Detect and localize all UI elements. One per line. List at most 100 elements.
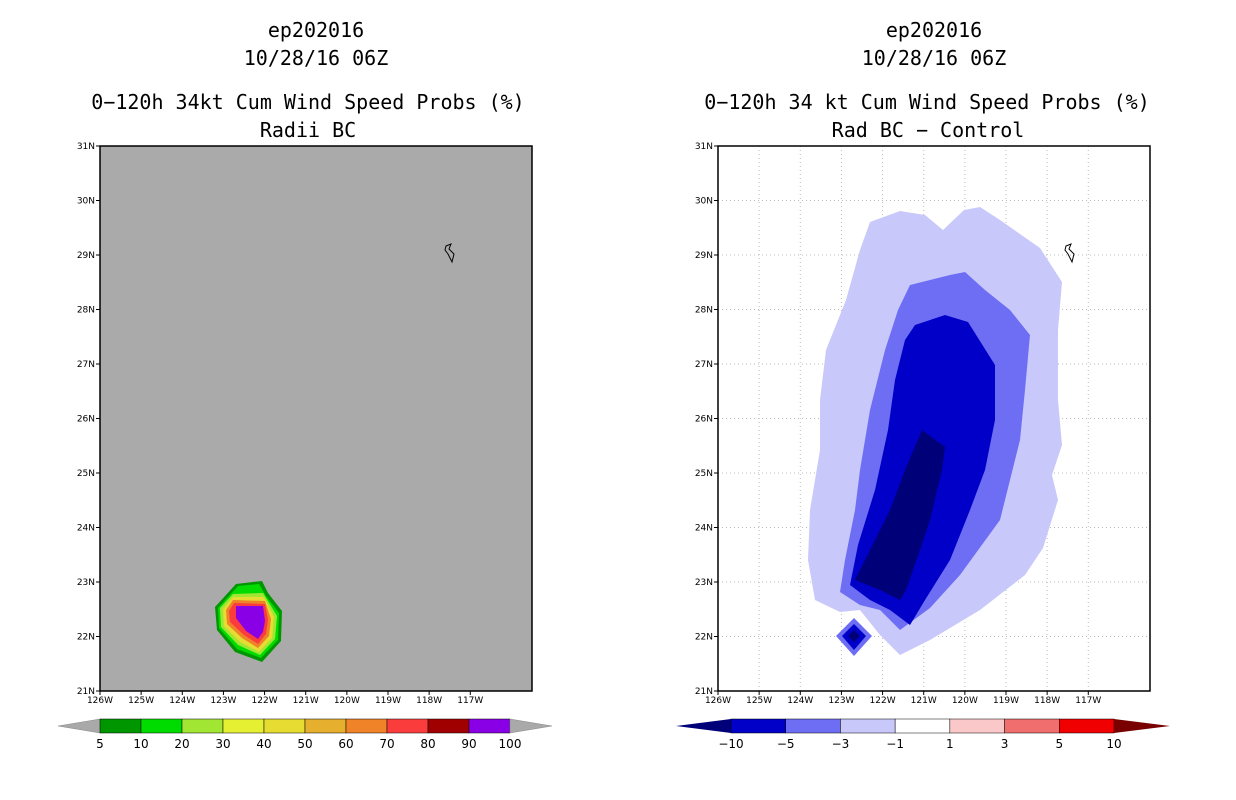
left-colorbar-swatch xyxy=(181,718,224,734)
right-lon-label: 122W xyxy=(870,696,896,706)
right-island-outline xyxy=(1064,243,1075,264)
left-lon-label: 118W xyxy=(416,696,442,706)
left-lon-label: 121W xyxy=(293,696,319,706)
left-lon-label: 120W xyxy=(334,696,360,706)
right-colorbar-label: 1 xyxy=(946,737,954,751)
right-lon-label: 126W xyxy=(705,696,731,706)
left-lat-label: 23N xyxy=(77,578,95,588)
left-lat-label: 28N xyxy=(77,306,95,316)
left-colorbar-swatch xyxy=(304,718,347,734)
left-lat-label: 31N xyxy=(77,142,95,152)
left-lon-label: 117W xyxy=(457,696,483,706)
right-title-date: 10/28/16 06Z xyxy=(861,46,1007,70)
right-colorbar-swatch xyxy=(785,718,841,734)
left-colorbar-swatch xyxy=(222,718,265,734)
right-lat-label: 21N xyxy=(695,687,713,697)
right-colorbar-label: −3 xyxy=(832,737,850,751)
right-colorbar-high-arrow xyxy=(1114,719,1170,733)
left-colorbar-swatch xyxy=(468,718,511,734)
left-title-subtitle: Radii BC xyxy=(259,118,357,142)
left-colorbar-label: 30 xyxy=(215,737,230,751)
left-lon-label: 119W xyxy=(375,696,401,706)
right-colorbar-label: −1 xyxy=(886,737,904,751)
right-lat-label: 29N xyxy=(695,251,713,261)
right-lon-label: 121W xyxy=(911,696,937,706)
right-title-product: 0−120h 34 kt Cum Wind Speed Probs (%) xyxy=(704,90,1150,114)
left-colorbar-label: 50 xyxy=(297,737,312,751)
left-lat-label: 27N xyxy=(77,360,95,370)
left-lon-axis: 126W 125W 124W 123W 122W 121W 120W 119W 118W 117W xyxy=(87,691,483,706)
right-colorbar-label: 5 xyxy=(1055,737,1063,751)
left-title-date: 10/28/16 06Z xyxy=(243,46,389,70)
left-colorbar-label: 5 xyxy=(96,737,104,751)
left-colorbar-low-arrow xyxy=(57,718,101,734)
right-colorbar-label: 3 xyxy=(1001,737,1009,751)
left-colorbar-label: 90 xyxy=(461,737,476,751)
right-colorbar-label: −5 xyxy=(777,737,795,751)
right-lat-label: 27N xyxy=(695,360,713,370)
left-colorbar-swatch xyxy=(345,718,388,734)
left-island-outline xyxy=(444,243,455,264)
right-lat-axis: 31N 30N 29N 28N 27N 26N 25N 24N 23N 22N 21N xyxy=(695,142,718,697)
left-lon-label: 126W xyxy=(87,696,113,706)
right-title-subtitle: Rad BC − Control xyxy=(831,118,1025,142)
left-colorbar-label: 10 xyxy=(133,737,148,751)
left-lat-label: 26N xyxy=(77,415,95,425)
left-lon-label: 123W xyxy=(210,696,236,706)
left-colorbar: 5 10 20 30 40 50 60 70 80 90 100 xyxy=(57,718,553,751)
left-colorbar-swatch xyxy=(99,718,142,734)
right-diff-small-neg10 xyxy=(848,630,860,642)
left-lat-label: 25N xyxy=(77,469,95,479)
left-colorbar-high-arrow xyxy=(509,718,553,734)
left-lat-label: 24N xyxy=(77,524,95,534)
left-lat-axis: 31N 30N 29N 28N 27N 26N 25N 24N 23N 22N 21N xyxy=(77,142,100,697)
right-lon-axis: 126W 125W 124W 123W 122W 121W 120W 119W 118W 117W xyxy=(705,691,1101,706)
left-colorbar-swatch xyxy=(386,718,429,734)
right-lat-label: 30N xyxy=(695,197,713,207)
right-colorbar-swatch xyxy=(1004,718,1060,734)
left-colorbar-label: 40 xyxy=(256,737,271,751)
right-lat-label: 28N xyxy=(695,306,713,316)
right-colorbar-swatch xyxy=(894,718,951,734)
right-lon-label: 119W xyxy=(993,696,1019,706)
right-colorbar: −10 −5 −3 −1 1 3 5 10 xyxy=(676,718,1170,751)
left-lat-label: 22N xyxy=(77,633,95,643)
left-title-storm: ep202016 xyxy=(267,18,365,42)
left-colorbar-label: 70 xyxy=(379,737,394,751)
left-lat-label: 29N xyxy=(77,251,95,261)
left-lon-label: 124W xyxy=(169,696,195,706)
right-lat-label: 31N xyxy=(695,142,713,152)
right-colorbar-swatch xyxy=(840,718,896,734)
left-prob-100 xyxy=(236,606,265,639)
left-colorbar-label: 60 xyxy=(338,737,353,751)
right-lon-label: 117W xyxy=(1075,696,1101,706)
left-lon-label: 122W xyxy=(252,696,278,706)
right-lat-label: 22N xyxy=(695,633,713,643)
left-colorbar-label: 20 xyxy=(174,737,189,751)
right-title-storm: ep202016 xyxy=(885,18,983,42)
left-colorbar-label: 80 xyxy=(420,737,435,751)
right-diff-neg10 xyxy=(855,430,945,600)
right-colorbar-label: −10 xyxy=(718,737,743,751)
left-lat-label: 21N xyxy=(77,687,95,697)
right-lon-label: 124W xyxy=(787,696,813,706)
right-lon-label: 118W xyxy=(1034,696,1060,706)
right-lat-label: 25N xyxy=(695,469,713,479)
right-lon-label: 120W xyxy=(952,696,978,706)
right-lat-label: 23N xyxy=(695,578,713,588)
right-lon-label: 123W xyxy=(828,696,854,706)
left-lat-label: 30N xyxy=(77,197,95,207)
right-colorbar-swatch xyxy=(1059,718,1115,734)
right-colorbar-swatch xyxy=(949,718,1005,734)
left-colorbar-label: 100 xyxy=(499,737,522,751)
right-lon-label: 125W xyxy=(746,696,772,706)
left-map-field xyxy=(100,146,532,691)
left-title-product: 0−120h 34kt Cum Wind Speed Probs (%) xyxy=(91,90,525,114)
right-colorbar-label: 10 xyxy=(1106,737,1121,751)
left-colorbar-swatch xyxy=(427,718,470,734)
left-lon-label: 125W xyxy=(128,696,154,706)
right-lat-label: 26N xyxy=(695,415,713,425)
